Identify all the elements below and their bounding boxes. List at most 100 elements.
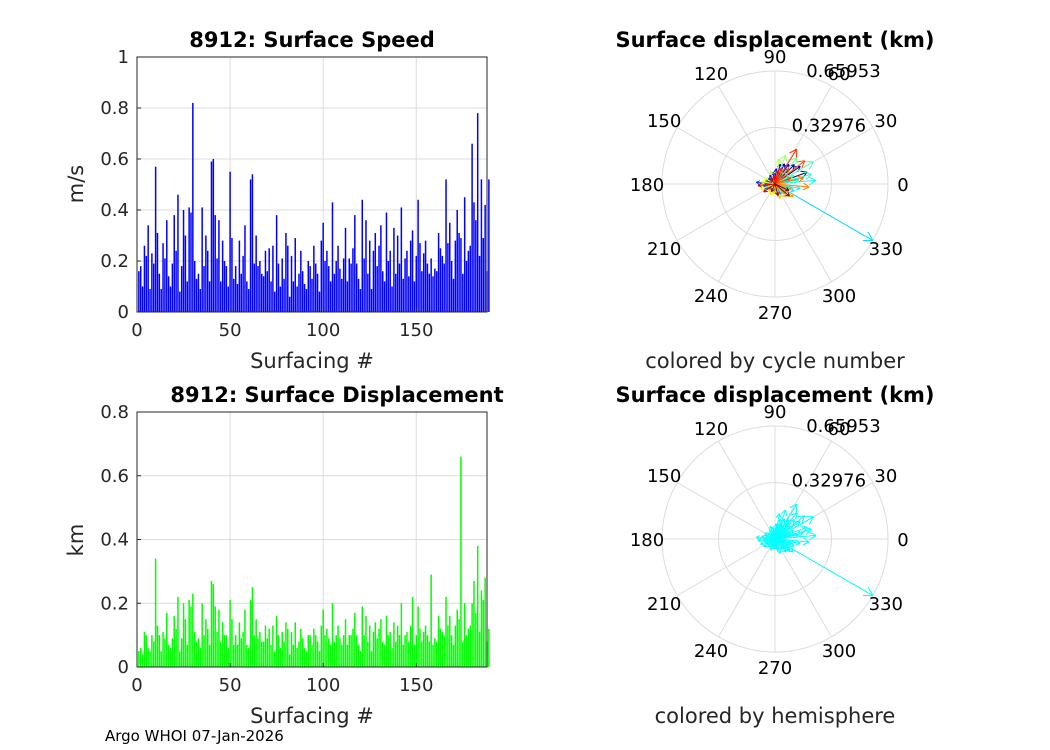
polar-cycle-vector-head: [779, 194, 782, 199]
speed-bar: [337, 245, 339, 312]
speed-bar: [447, 243, 449, 312]
polar-cycle-vector-head: [786, 186, 790, 191]
polar-hemisphere-vector-head: [867, 586, 874, 596]
displacement-bar: [171, 638, 174, 667]
speed-bar: [396, 235, 399, 312]
displacement-bar: [301, 638, 304, 667]
displacement-bar: [147, 647, 149, 667]
displacement-bar: [313, 628, 315, 667]
speed-bar: [251, 174, 254, 312]
displacement-bar: [246, 644, 248, 667]
displacement-bar: [207, 628, 209, 667]
polar-cycle-vector-head: [797, 160, 805, 163]
speed-bar: [272, 245, 274, 312]
polar-hemisphere-vector: [760, 538, 776, 545]
speed-bar: [387, 261, 390, 312]
polar-hemisphere-vector: [763, 538, 776, 548]
polar-cycle-vector-head: [790, 175, 795, 179]
displacement-bar: [268, 628, 270, 667]
displacement-bar: [450, 635, 453, 667]
polar-hemisphere-angle-label: 150: [647, 466, 681, 487]
displacement-bar: [251, 587, 254, 667]
polar-cycle-vector-head: [777, 170, 780, 175]
polar-hemisphere-vector-head: [780, 509, 786, 515]
displacement-x-tick-label: 50: [219, 675, 242, 696]
displacement-bar: [221, 622, 224, 667]
displacement-bar: [488, 628, 490, 667]
polar-cycle-vector-head: [790, 190, 795, 193]
displacement-x-axis-label: Surfacing #: [250, 704, 374, 728]
polar-hemisphere-vector-head: [790, 512, 798, 516]
displacement-bar: [173, 616, 175, 667]
polar-hemisphere-vector-head: [763, 543, 766, 548]
speed-bar: [463, 197, 466, 312]
polar-cycle-vector-head: [771, 189, 775, 193]
polar-cycle-vector: [769, 170, 776, 185]
speed-bar: [313, 245, 315, 312]
speed-bar: [164, 258, 166, 312]
speed-bar: [437, 232, 440, 312]
polar-cycle-vector-head: [770, 178, 772, 183]
speed-bar: [201, 207, 203, 312]
polar-cycle-angle-label: 180: [630, 175, 664, 196]
displacement-bar: [143, 631, 146, 667]
polar-cycle-angle-label: 330: [869, 239, 903, 260]
displacement-bar: [341, 644, 343, 667]
displacement-bar: [182, 603, 185, 667]
speed-bar: [210, 161, 213, 312]
speed-bar: [285, 232, 287, 312]
displacement-bar: [478, 631, 481, 667]
displacement-bar: [253, 635, 256, 667]
speed-bar: [205, 235, 207, 312]
speed-bar: [443, 263, 445, 312]
displacement-bar: [190, 606, 192, 667]
polar-cycle-vector-head: [787, 192, 790, 197]
displacement-bar: [290, 631, 293, 667]
polar-hemisphere-vector: [774, 538, 779, 551]
speed-bar: [186, 281, 189, 312]
polar-cycle-vector: [774, 177, 792, 185]
displacement-bar: [270, 644, 272, 667]
displacement-bar: [184, 619, 187, 667]
polar-cycle-angle-label: 90: [764, 47, 787, 68]
displacement-bar: [197, 638, 200, 667]
speed-bar: [458, 232, 460, 312]
polar-cycle-vector: [757, 183, 776, 186]
displacement-bar: [139, 647, 142, 667]
polar-cycle-vector-head: [774, 170, 779, 174]
polar-cycle-vector-head: [772, 190, 776, 195]
speed-bar: [426, 263, 429, 312]
displacement-bar: [357, 644, 360, 667]
polar-cycle-radius-label: 0.65953: [806, 61, 880, 82]
speed-bar: [380, 225, 382, 312]
displacement-bar: [443, 635, 445, 667]
displacement-bar: [480, 590, 483, 667]
polar-cycle-vector-head: [788, 177, 792, 182]
displacement-bar: [259, 631, 261, 667]
displacement-bar: [387, 635, 390, 667]
polar-hemisphere-vector: [774, 538, 810, 543]
polar-hemisphere-vector-head: [773, 530, 777, 535]
speed-bar: [270, 281, 272, 312]
speed-bar: [260, 273, 263, 312]
polar-cycle-title: Surface displacement (km): [615, 28, 934, 52]
speed-bar: [361, 199, 364, 312]
polar-hemisphere-vector: [770, 538, 776, 547]
displacement-bar: [242, 631, 244, 667]
polar-hemisphere-vector-head: [790, 530, 795, 534]
displacement-bar: [460, 456, 462, 667]
polar-cycle-angle-label: 30: [874, 111, 897, 132]
displacement-bar: [408, 641, 410, 667]
speed-bar: [355, 263, 358, 312]
displacement-ticks: 0 50 100 150 0 0.2 0.4 0.6 0.8: [100, 402, 433, 696]
polar-cycle-vector-head: [801, 160, 806, 168]
displacement-bar: [281, 631, 283, 667]
displacement-bar: [188, 600, 190, 667]
displacement-bar: [473, 580, 475, 667]
polar-hemisphere-vector-head: [808, 516, 815, 525]
polar-cycle-vector-head: [790, 192, 794, 197]
polar-cycle-vector-head: [776, 195, 781, 199]
displacement-bar: [402, 644, 404, 667]
polar-cycle-vector-head: [791, 187, 795, 192]
displacement-bar: [193, 631, 196, 667]
